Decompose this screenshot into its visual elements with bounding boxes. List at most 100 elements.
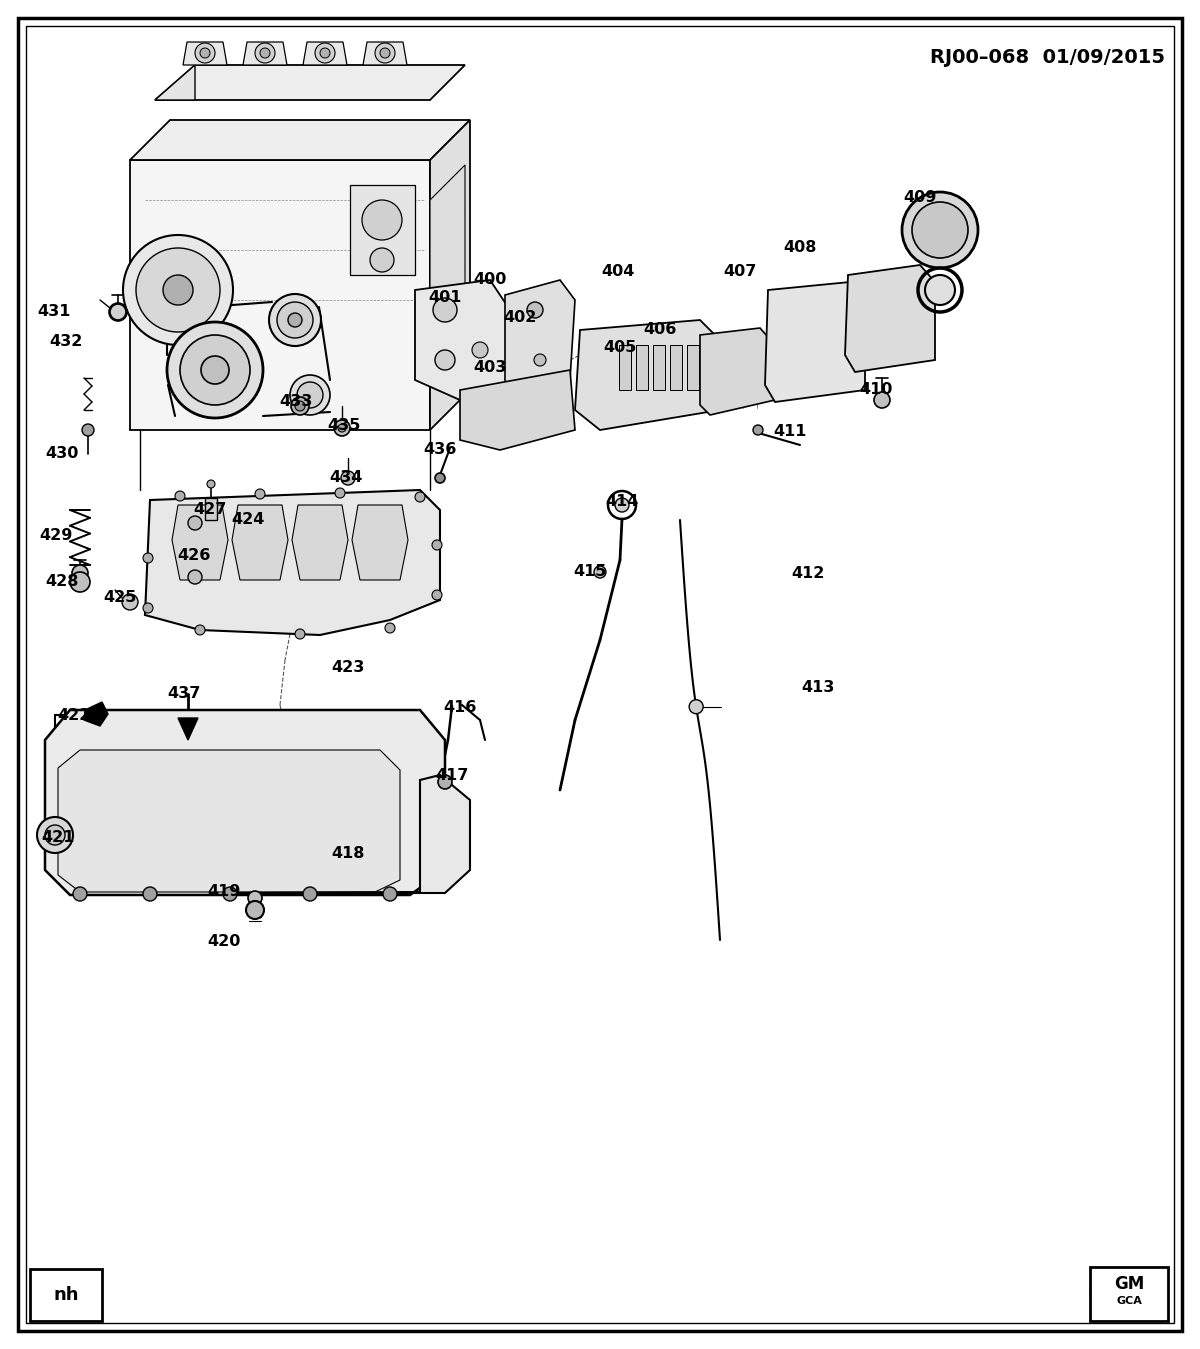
Text: 420: 420 <box>208 935 241 950</box>
Text: 401: 401 <box>428 290 462 305</box>
Circle shape <box>37 817 73 853</box>
Circle shape <box>163 275 193 305</box>
Circle shape <box>436 349 455 370</box>
Circle shape <box>616 498 629 513</box>
Circle shape <box>288 313 302 326</box>
Bar <box>30 1269 102 1321</box>
Polygon shape <box>172 505 228 580</box>
Circle shape <box>527 302 542 318</box>
Circle shape <box>124 235 233 345</box>
Text: 419: 419 <box>208 885 241 900</box>
Circle shape <box>256 488 265 499</box>
Polygon shape <box>766 282 865 402</box>
Circle shape <box>854 335 865 345</box>
Polygon shape <box>302 42 347 65</box>
Text: 414: 414 <box>605 495 638 510</box>
Polygon shape <box>84 701 108 726</box>
Polygon shape <box>505 281 575 401</box>
Text: 406: 406 <box>643 322 677 337</box>
Circle shape <box>370 248 394 272</box>
Polygon shape <box>130 161 430 430</box>
Circle shape <box>143 553 154 563</box>
Circle shape <box>335 488 346 498</box>
Polygon shape <box>364 42 407 65</box>
Circle shape <box>277 302 313 339</box>
Circle shape <box>432 590 442 600</box>
Circle shape <box>260 49 270 58</box>
Circle shape <box>295 401 305 411</box>
Polygon shape <box>636 345 648 390</box>
Circle shape <box>73 888 88 901</box>
Polygon shape <box>155 65 194 100</box>
Circle shape <box>874 393 890 407</box>
Text: 423: 423 <box>331 661 365 676</box>
Circle shape <box>110 304 126 320</box>
Circle shape <box>925 275 955 305</box>
Circle shape <box>415 492 425 502</box>
Polygon shape <box>430 120 470 430</box>
Circle shape <box>175 491 185 500</box>
Circle shape <box>143 888 157 901</box>
Circle shape <box>385 623 395 633</box>
Bar <box>205 498 217 519</box>
Text: 435: 435 <box>328 418 361 433</box>
Circle shape <box>295 629 305 639</box>
Circle shape <box>380 49 390 58</box>
Polygon shape <box>155 65 466 100</box>
Circle shape <box>374 43 395 63</box>
Circle shape <box>194 43 215 63</box>
Text: 424: 424 <box>232 513 265 527</box>
Circle shape <box>432 540 442 550</box>
Text: 427: 427 <box>193 502 227 518</box>
Text: 437: 437 <box>167 687 200 701</box>
Circle shape <box>334 420 350 436</box>
Text: GM: GM <box>1114 1275 1144 1292</box>
Circle shape <box>208 480 215 488</box>
Polygon shape <box>46 710 445 894</box>
Circle shape <box>188 517 202 530</box>
Text: 400: 400 <box>473 272 506 287</box>
Text: nh: nh <box>53 1286 79 1304</box>
Circle shape <box>70 572 90 592</box>
Circle shape <box>269 294 322 345</box>
Circle shape <box>167 322 263 418</box>
Circle shape <box>302 888 317 901</box>
Text: 422: 422 <box>58 708 91 723</box>
Text: 403: 403 <box>473 360 506 375</box>
Text: 407: 407 <box>724 264 757 279</box>
Text: 411: 411 <box>773 425 806 440</box>
Polygon shape <box>653 345 665 390</box>
Text: 404: 404 <box>601 264 635 279</box>
Circle shape <box>290 375 330 415</box>
Text: 431: 431 <box>37 305 71 320</box>
Circle shape <box>246 901 264 919</box>
Polygon shape <box>352 505 408 580</box>
Circle shape <box>248 890 262 905</box>
Circle shape <box>594 567 606 577</box>
Text: 425: 425 <box>103 591 137 606</box>
Text: 428: 428 <box>46 575 79 590</box>
Circle shape <box>72 565 88 581</box>
Polygon shape <box>686 345 698 390</box>
Circle shape <box>298 382 323 407</box>
Text: RJ00–068  01/09/2015: RJ00–068 01/09/2015 <box>930 49 1165 67</box>
Text: 410: 410 <box>859 383 893 398</box>
Circle shape <box>362 200 402 240</box>
Text: GCA: GCA <box>1116 1296 1142 1306</box>
Circle shape <box>472 343 488 357</box>
Circle shape <box>200 49 210 58</box>
Polygon shape <box>58 750 400 892</box>
Circle shape <box>202 356 229 384</box>
Polygon shape <box>575 320 720 430</box>
Text: 415: 415 <box>574 564 607 580</box>
Circle shape <box>314 43 335 63</box>
Polygon shape <box>242 42 287 65</box>
Text: 416: 416 <box>443 700 476 715</box>
Polygon shape <box>430 165 466 370</box>
Circle shape <box>689 700 703 714</box>
Text: 417: 417 <box>436 769 469 784</box>
Circle shape <box>383 888 397 901</box>
Polygon shape <box>700 328 775 415</box>
Polygon shape <box>415 281 510 401</box>
Circle shape <box>433 298 457 322</box>
